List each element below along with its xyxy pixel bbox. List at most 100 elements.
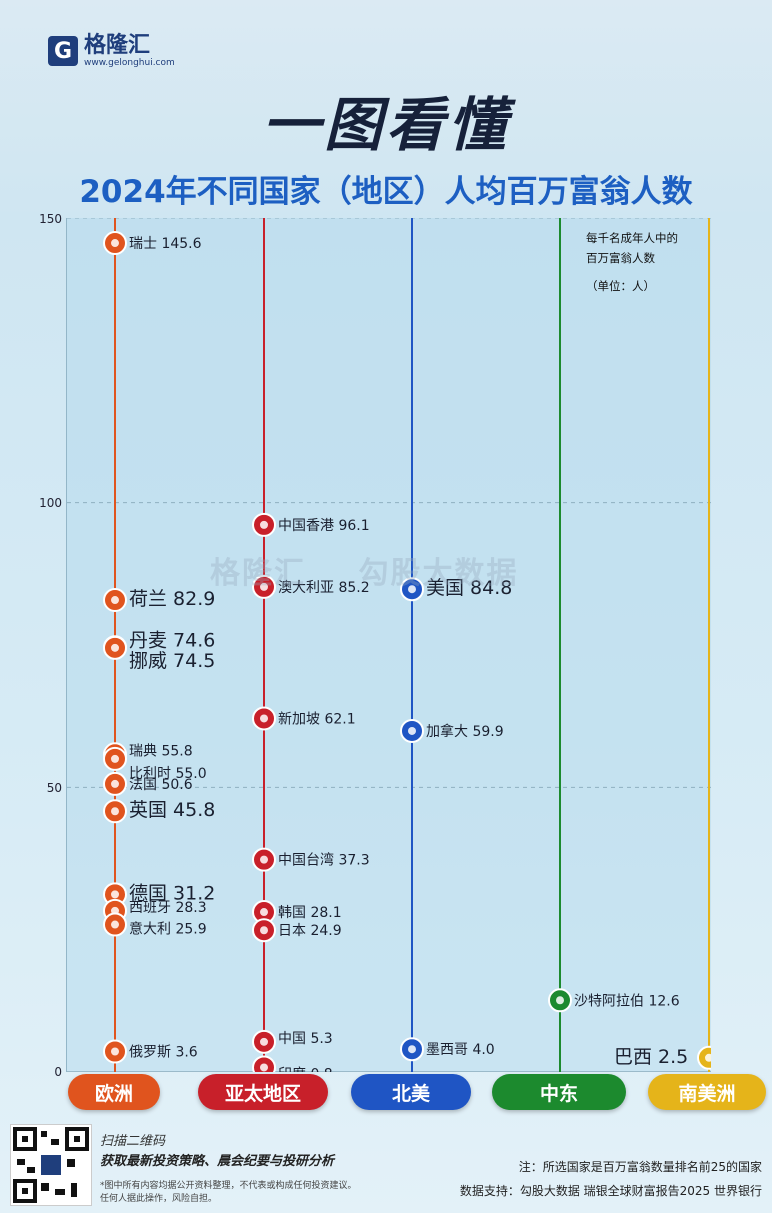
y-tick-0: 0 (54, 1065, 62, 1079)
plot-area: 瑞士 145.6 荷兰 82.9 丹麦 74.6 挪威 74.5 瑞典 55.8 比利时 … (66, 218, 711, 1072)
unit-note-line3: （单位：人） (586, 279, 655, 293)
category-pill-asia-pacific: 亚太地区 (198, 1074, 328, 1110)
data-label-中国: 中国 5.3 (278, 1031, 333, 1047)
data-label-意大利: 意大利 25.9 (129, 921, 207, 938)
data-label-韩国: 韩国 28.1 (278, 905, 342, 921)
data-label-加拿大: 加拿大 59.9 (426, 723, 504, 740)
category-pill-europe: 欧洲 (68, 1074, 160, 1110)
data-label-西班牙: 西班牙 28.3 (129, 900, 207, 916)
data-point-巴西: 巴西 2.5 (614, 1045, 711, 1070)
flag-belgium-icon-emblem (111, 754, 119, 763)
chart-svg: 瑞士 145.6 荷兰 82.9 丹麦 74.6挪威 74.5 瑞典 55.8 比利时 … (67, 218, 711, 1072)
data-point-俄罗斯: 俄罗斯 3.6 (103, 1039, 198, 1064)
headline: 一图看懂 (261, 91, 510, 159)
flag-russia-icon-emblem (111, 1047, 119, 1056)
brand-logo: G 格隆汇 www.gelonghui.com (48, 34, 175, 68)
data-label-英国: 英国 45.8 (129, 799, 215, 821)
data-label-美国: 美国 84.8 (426, 577, 512, 599)
flag-brazil-icon-emblem (705, 1053, 711, 1062)
data-label-印度: 印度 0.8 (278, 1066, 333, 1072)
flag-germany-icon-emblem (111, 890, 119, 899)
flag-switzerland-icon-emblem (111, 239, 119, 248)
flag-uk-icon-emblem (111, 807, 119, 816)
data-label-比利时: 比利时 55.0 (129, 766, 207, 782)
data-label-瑞士: 瑞士 145.6 (129, 236, 202, 252)
y-tick-50: 50 (46, 781, 62, 795)
flag-singapore-icon-emblem (260, 714, 268, 723)
flag-mexico-icon-emblem (408, 1045, 416, 1054)
data-point-英国: 英国 45.8 (103, 799, 215, 824)
data-label-澳大利亚: 澳大利亚 85.2 (278, 580, 370, 596)
data-point-日本: 日本 24.9 (252, 918, 342, 943)
brand-name: 格隆汇 (84, 33, 151, 58)
data-label-墨西哥: 墨西哥 4.0 (426, 1042, 495, 1058)
data-label-德国: 德国 31.2 (129, 882, 215, 904)
data-point-荷兰: 荷兰 82.9 (103, 588, 215, 613)
logo-g-icon: G (48, 36, 78, 66)
flag-france-icon-emblem (111, 779, 119, 788)
data-label-俄罗斯: 俄罗斯 3.6 (129, 1045, 198, 1061)
flag-hongkong-icon-emblem (260, 520, 268, 529)
data-point-中国: 中国 5.3 (252, 1029, 333, 1054)
data-label-丹麦: 丹麦 74.6 (129, 629, 215, 651)
flag-canada-icon-emblem (408, 726, 416, 735)
data-label-荷兰: 荷兰 82.9 (129, 588, 215, 610)
data-point-德国: 德国 31.2 (103, 882, 215, 907)
flag-japan-icon-emblem (260, 926, 268, 935)
footnote: 注：所选国家是百万富翁数量排名前25的国家 (518, 1160, 762, 1174)
data-point-墨西哥: 墨西哥 4.0 (400, 1037, 495, 1062)
y-tick-100: 100 (39, 496, 62, 510)
data-label-沙特阿拉伯: 沙特阿拉伯 12.6 (574, 993, 680, 1009)
data-label-中国台湾: 中国台湾 37.3 (278, 852, 370, 869)
data-point-中国香港: 中国香港 96.1 (252, 512, 370, 537)
flag-saudi-icon-emblem (556, 996, 564, 1005)
flag-taiwan-icon-emblem (260, 855, 268, 864)
flag-norway-icon-emblem (111, 643, 119, 652)
flag-korea-icon-emblem (260, 908, 268, 917)
data-point-瑞士: 瑞士 145.6 (103, 231, 202, 256)
data-point-法国: 法国 50.6 (103, 771, 193, 796)
data-label-挪威: 挪威 74.5 (129, 650, 215, 672)
unit-note-line2: 百万富翁人数 (586, 251, 655, 265)
watermark-right: 勾股大数据 (358, 556, 519, 591)
data-point-美国: 美国 84.8 (400, 577, 512, 602)
flag-netherlands-icon-emblem (111, 596, 119, 605)
unit-note-line1: 每千名成年人中的 (586, 231, 678, 245)
data-point-新加坡: 新加坡 62.1 (252, 706, 356, 731)
disclaimer: *图中所有内容均据公开资料整理，不代表或构成任何投资建议。任何人据此操作，风险自… (100, 1181, 357, 1204)
watermark: 格隆汇 勾股大数据 (210, 548, 518, 592)
chart-title: 2024年不同国家（地区）人均百万富翁人数 (79, 174, 693, 210)
scan-text: 扫描二维码 (100, 1134, 166, 1149)
data-point-加拿大: 加拿大 59.9 (400, 718, 504, 743)
data-point-比利时: 比利时 55.0 (103, 746, 207, 782)
data-label-中国香港: 中国香港 96.1 (278, 518, 370, 534)
data-label-瑞典: 瑞典 55.8 (129, 743, 193, 759)
watermark-left: 格隆汇 (210, 556, 306, 591)
category-pill-south-america: 南美洲 (648, 1074, 766, 1110)
category-pill-middle-east: 中东 (492, 1074, 626, 1110)
data-point-印度: 印度 0.8 (252, 1055, 333, 1072)
qr-code-icon (13, 1127, 89, 1203)
flag-china-icon-emblem (260, 1037, 268, 1046)
promo-text: 获取最新投资策略、晨会纪要与投研分析 (100, 1154, 335, 1169)
data-point-韩国: 韩国 28.1 (252, 900, 342, 925)
flag-australia-icon-emblem (260, 582, 268, 591)
unit-note: 每千名成年人中的 百万富翁人数 （单位：人） (586, 228, 678, 296)
data-label-新加坡: 新加坡 62.1 (278, 711, 356, 727)
data-label-巴西: 巴西 2.5 (614, 1046, 688, 1068)
category-pill-north-america: 北美 (351, 1074, 471, 1110)
flag-italy-icon-emblem (111, 920, 119, 929)
data-source: 数据支持：勾股大数据 瑞银全球财富报告2025 世界银行 (459, 1184, 762, 1198)
qr-code[interactable] (10, 1124, 92, 1206)
flag-india-icon-emblem (260, 1063, 268, 1072)
data-label-日本: 日本 24.9 (278, 923, 342, 939)
data-point-沙特阿拉伯: 沙特阿拉伯 12.6 (548, 988, 680, 1013)
flag-usa-icon-emblem (408, 585, 416, 594)
data-label-法国: 法国 50.6 (129, 777, 193, 793)
flag-brazil-icon (697, 1045, 711, 1070)
brand-url: www.gelonghui.com (84, 58, 175, 68)
data-point-意大利: 意大利 25.9 (103, 912, 207, 938)
data-point-中国台湾: 中国台湾 37.3 (252, 847, 370, 872)
data-point-澳大利亚: 澳大利亚 85.2 (252, 574, 370, 599)
data-point-挪威: 挪威 74.5 (103, 635, 215, 672)
